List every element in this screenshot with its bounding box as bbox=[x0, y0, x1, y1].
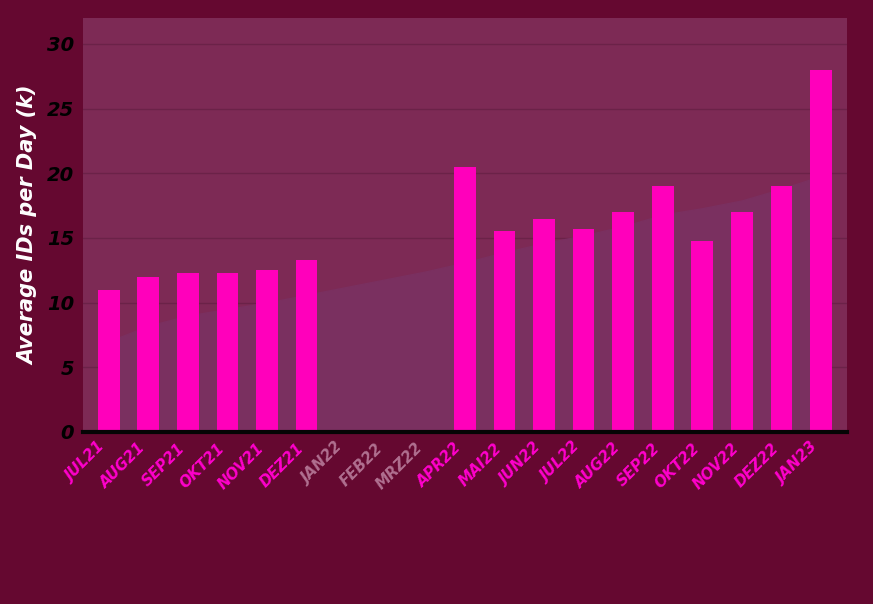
Text: AUG22: AUG22 bbox=[572, 440, 623, 491]
Bar bbox=[493, 231, 515, 432]
Bar bbox=[256, 270, 278, 432]
Text: SEP22: SEP22 bbox=[614, 440, 663, 489]
Text: OKT22: OKT22 bbox=[652, 440, 703, 491]
Text: JUN22: JUN22 bbox=[497, 440, 544, 487]
Text: AUG21: AUG21 bbox=[97, 440, 148, 491]
Text: FEB22: FEB22 bbox=[337, 440, 386, 489]
Bar bbox=[771, 186, 793, 432]
Bar bbox=[731, 212, 753, 432]
Bar bbox=[177, 273, 199, 432]
Text: OKT21: OKT21 bbox=[177, 440, 227, 491]
Text: APR22: APR22 bbox=[415, 440, 465, 490]
Bar bbox=[612, 212, 634, 432]
Bar bbox=[573, 229, 595, 432]
Text: JAN22: JAN22 bbox=[299, 440, 346, 487]
Bar bbox=[691, 240, 713, 432]
Bar bbox=[98, 290, 120, 432]
Bar bbox=[810, 70, 832, 432]
Bar bbox=[137, 277, 159, 432]
Text: DEZ22: DEZ22 bbox=[732, 440, 781, 490]
Text: JUL21: JUL21 bbox=[64, 440, 108, 486]
Text: DEZ21: DEZ21 bbox=[257, 440, 306, 490]
Bar bbox=[454, 167, 476, 432]
Text: NOV22: NOV22 bbox=[691, 440, 742, 492]
Text: JUL22: JUL22 bbox=[539, 440, 584, 486]
Bar bbox=[533, 219, 555, 432]
Bar bbox=[652, 186, 674, 432]
Y-axis label: Average IDs per Day (k): Average IDs per Day (k) bbox=[18, 85, 38, 365]
Text: JAN23: JAN23 bbox=[774, 440, 821, 487]
Text: MRZ22: MRZ22 bbox=[373, 440, 425, 493]
Text: NOV21: NOV21 bbox=[215, 440, 267, 492]
Text: SEP21: SEP21 bbox=[139, 440, 188, 489]
Bar bbox=[217, 273, 238, 432]
Text: MAI22: MAI22 bbox=[456, 440, 505, 489]
Bar bbox=[296, 260, 318, 432]
